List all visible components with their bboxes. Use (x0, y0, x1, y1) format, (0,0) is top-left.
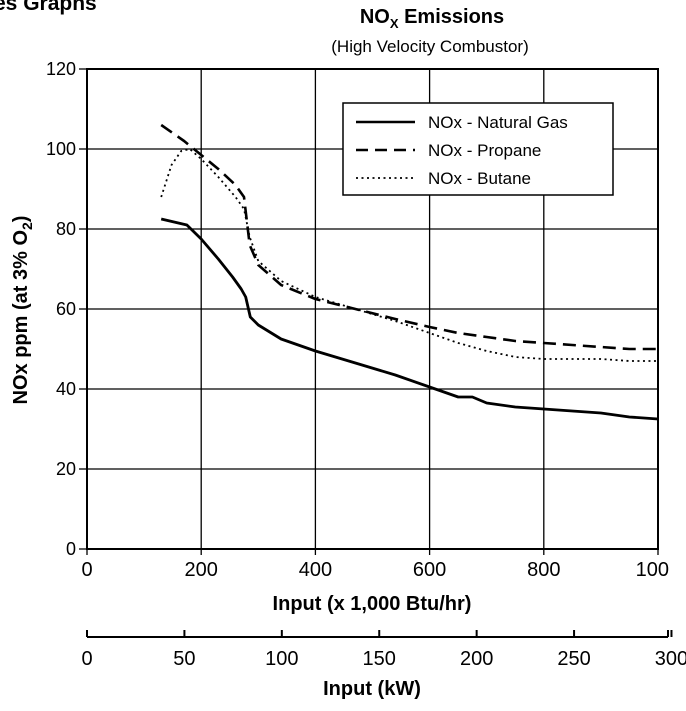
secondary-axis-label: Input (kW) (323, 678, 421, 700)
series-line-natural-gas (160, 217, 659, 421)
y-tick-label: 0 (66, 539, 76, 559)
secondary-kw-axis: 0 50 100 150 200 250 300 (81, 630, 686, 670)
x-tick-label: 800 (527, 559, 560, 581)
secondary-tick-label: 300 (655, 648, 686, 670)
y-tick-label: 40 (56, 379, 76, 399)
secondary-tick-label: 250 (557, 648, 590, 670)
secondary-tick-label: 150 (363, 648, 396, 670)
y-axis-label: NOx ppm (at 3% O2) (10, 216, 35, 405)
chart-title: NOX Emissions (360, 6, 504, 31)
legend: NOx - Natural Gas NOx - Propane NOx - Bu… (342, 102, 614, 196)
series-line-propane (160, 123, 658, 351)
series-lines (160, 123, 659, 421)
x-tick-label: 0 (81, 559, 92, 581)
secondary-tick-label: 200 (460, 648, 493, 670)
secondary-tick-label: 100 (265, 648, 298, 670)
x-tick-label: 600 (413, 559, 446, 581)
chart-title-subscript: X (390, 16, 399, 31)
secondary-tick-label: 50 (173, 648, 195, 670)
x-tick-label: 400 (299, 559, 332, 581)
legend-box (342, 102, 614, 196)
legend-label-butane: NOx - Butane (428, 169, 531, 188)
y-tick-label: 100 (46, 139, 76, 159)
y-tick-label: 80 (56, 219, 76, 239)
y-tick-label: 120 (46, 59, 76, 79)
x-tick-label: 100 (636, 559, 669, 581)
x-axis-ticks: 0 200 400 600 800 100 (81, 549, 669, 581)
x-tick-label: 200 (185, 559, 218, 581)
y-tick-label: 60 (56, 299, 76, 319)
secondary-tick-label: 0 (81, 648, 92, 670)
y-axis-ticks: 0 20 40 60 80 100 120 (46, 59, 87, 559)
chart-subtitle: (High Velocity Combustor) (331, 37, 528, 56)
legend-label-natural-gas: NOx - Natural Gas (428, 113, 568, 132)
section-title: es Graphs (0, 0, 97, 15)
y-axis-label-subscript: 2 (19, 222, 35, 230)
y-tick-label: 20 (56, 459, 76, 479)
legend-label-propane: NOx - Propane (428, 141, 541, 160)
x-axis-label: Input (x 1,000 Btu/hr) (273, 593, 472, 615)
